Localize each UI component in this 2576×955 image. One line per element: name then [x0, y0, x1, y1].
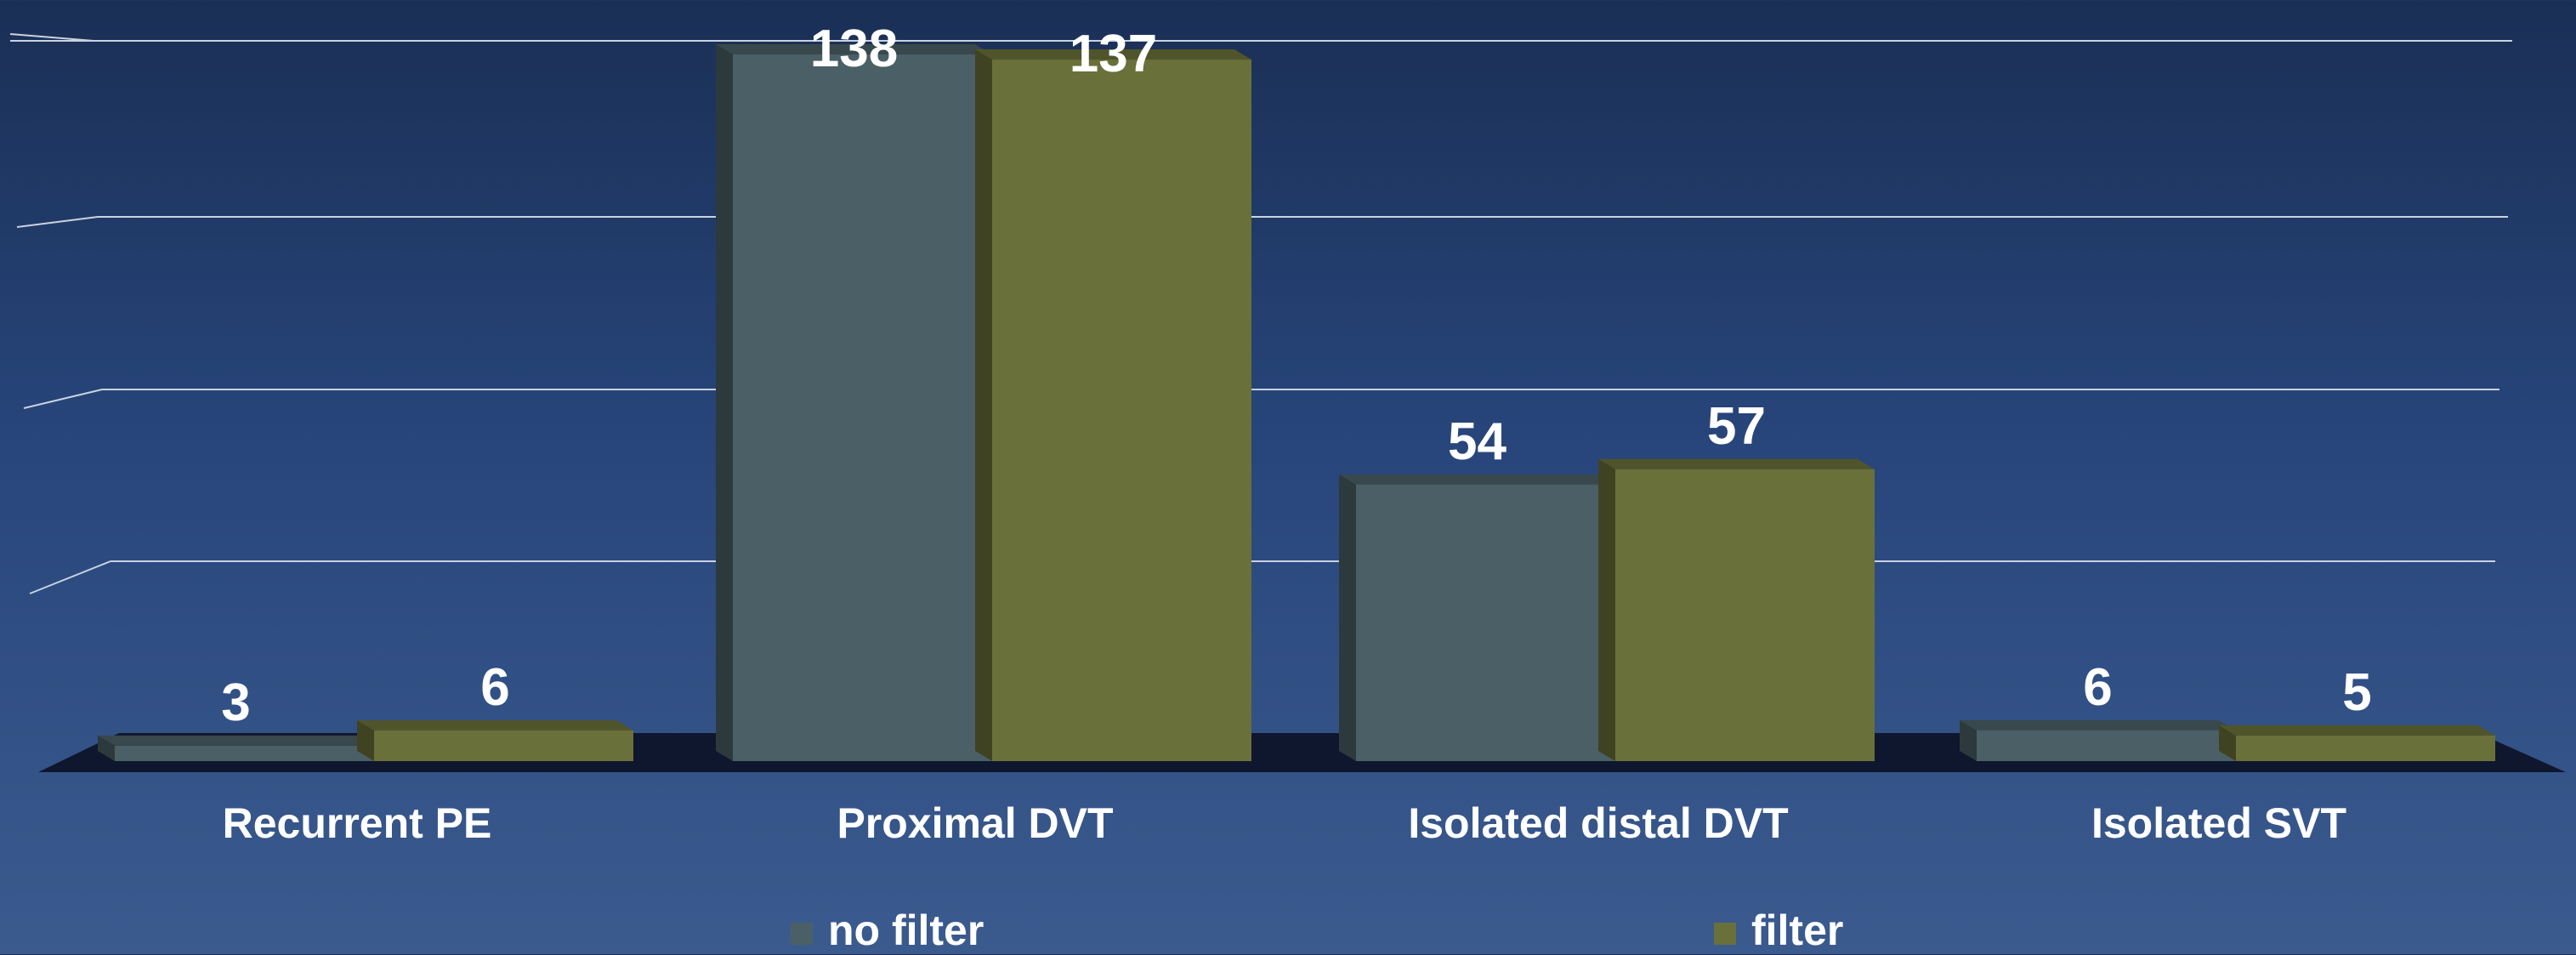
legend-item-filter: filter [1714, 906, 1843, 954]
gridline-side [29, 560, 111, 594]
bar-side [716, 44, 733, 761]
bar-front [1615, 469, 1875, 761]
bar-front [374, 730, 633, 761]
bar-isolated-distal-dvt-filter [1598, 458, 1875, 761]
gridline-side [23, 389, 103, 409]
bar-front [733, 54, 992, 761]
bar-side [1598, 458, 1615, 761]
legend-label-filter: filter [1751, 906, 1844, 954]
data-label-proximal-dvt-filter: 137 [1070, 25, 1157, 83]
bar-front [992, 60, 1251, 762]
data-label-isolated-distal-dvt-no-filter: 54 [1448, 412, 1506, 471]
gridline-side [16, 216, 99, 228]
bar-proximal-dvt-filter [975, 49, 1251, 762]
category-label-isolated-svt: Isolated SVT [2091, 799, 2346, 847]
bar-side [98, 735, 115, 761]
chart-floor [38, 733, 2566, 772]
bar-side [975, 49, 992, 762]
data-label-recurrent-pe-no-filter: 3 [221, 674, 250, 732]
data-label-recurrent-pe-filter: 6 [480, 658, 509, 717]
bar-top [975, 49, 1251, 60]
bar-front [1977, 730, 2236, 761]
bar-top [716, 44, 992, 55]
bar-side [2219, 725, 2236, 761]
floor-plane [38, 733, 2566, 772]
data-label-isolated-svt-no-filter: 6 [2083, 658, 2112, 717]
bar-top [2219, 725, 2495, 736]
bar-top [1598, 458, 1875, 469]
bar-top [98, 735, 374, 746]
data-label-proximal-dvt-no-filter: 138 [810, 20, 898, 78]
bar-side [1960, 719, 1977, 761]
bar-top [357, 719, 633, 730]
legend-swatch-filter [1714, 922, 1736, 945]
legend-item-no-filter: no filter [791, 906, 984, 954]
bar-isolated-distal-dvt-no-filter [1339, 474, 1615, 761]
category-label-proximal-dvt: Proximal DVT [837, 799, 1113, 847]
bar-front [2236, 735, 2495, 761]
bars [98, 44, 2495, 762]
gridlines [9, 33, 2512, 594]
bar-recurrent-pe-no-filter [98, 735, 374, 761]
bar-isolated-svt-no-filter [1960, 719, 2236, 761]
bar-isolated-svt-filter [2219, 725, 2495, 761]
data-label-isolated-svt-filter: 5 [2342, 663, 2371, 722]
category-label-isolated-distal-dvt: Isolated distal DVT [1408, 799, 1788, 847]
bar-front [1356, 484, 1615, 761]
legend-label-no-filter: no filter [828, 906, 984, 954]
gridline-side [9, 33, 94, 42]
bar-proximal-dvt-no-filter [716, 44, 992, 761]
bar-recurrent-pe-filter [357, 719, 633, 761]
data-label-isolated-distal-dvt-filter: 57 [1707, 397, 1766, 456]
category-label-recurrent-pe: Recurrent PE [223, 799, 492, 847]
bar-side [1339, 474, 1356, 761]
bar-top [1339, 474, 1615, 485]
bar-front [115, 745, 374, 761]
category-labels: Recurrent PE Proximal DVT Isolated distal … [223, 799, 2346, 847]
bar-top [1960, 719, 2236, 730]
data-labels: 3 6 138 137 54 57 6 5 [221, 20, 2371, 732]
legend-swatch-no-filter [791, 922, 813, 945]
bar-side [357, 719, 374, 761]
